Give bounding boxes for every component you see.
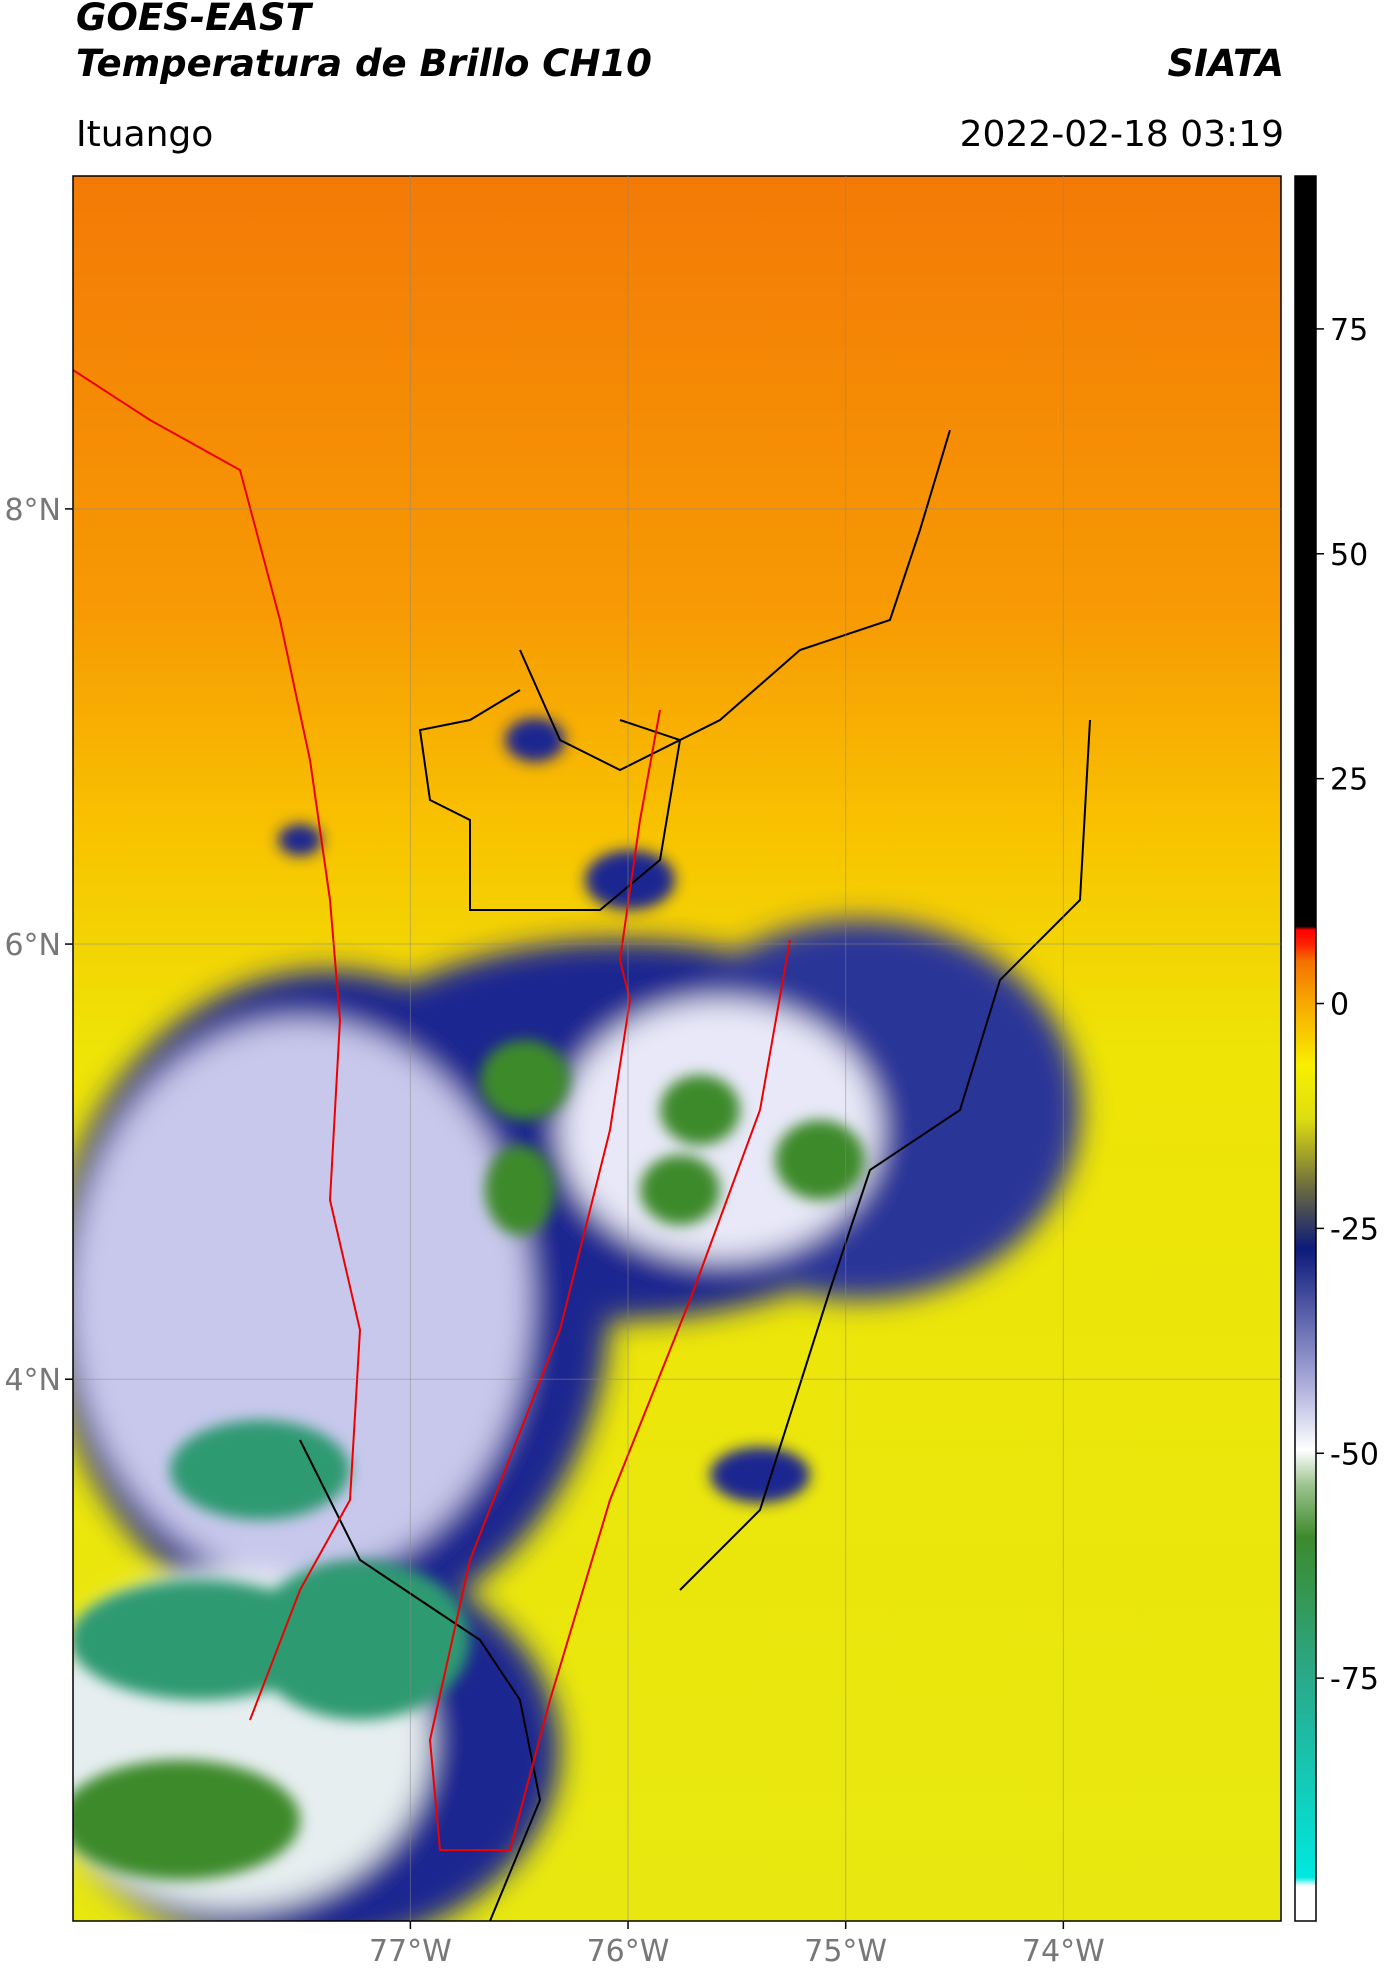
region: Ituango <box>76 114 214 155</box>
lon-tick-label: 74°W <box>1022 1934 1105 1969</box>
colorbar-tick-label: 50 <box>1330 538 1368 573</box>
satellite-image <box>73 176 1281 1921</box>
colorbar-tick-label: -75 <box>1330 1662 1379 1697</box>
lat-tick-label: 8°N <box>4 493 61 528</box>
lat-tick-label: 4°N <box>4 1363 61 1398</box>
timestamp: 2022-02-18 03:19 <box>959 114 1284 155</box>
lat-tick-label: 6°N <box>4 928 61 963</box>
colorbar-tick-label: -25 <box>1330 1212 1379 1247</box>
axes: 8°N 6°N 4°N 77°W 76°W 75°W 74°W 75 50 25 0 -25 -50 -7… <box>4 176 1379 1969</box>
lon-tick-label: 76°W <box>587 1934 670 1969</box>
colorbar <box>1294 175 1317 1922</box>
colorbar-tick-label: 0 <box>1330 988 1349 1023</box>
colorbar-tick-label: 75 <box>1330 313 1368 348</box>
lon-tick-label: 75°W <box>804 1934 887 1969</box>
map-frame <box>72 175 1282 1922</box>
source: SIATA <box>1167 42 1284 85</box>
borders <box>299 429 1091 1922</box>
lon-tick-label: 77°W <box>369 1934 452 1969</box>
title-line2: Temperatura de Brillo CH10 <box>76 42 652 85</box>
colorbar-tick-label: -50 <box>1330 1437 1379 1472</box>
colorbar-tick-label: 25 <box>1330 763 1368 798</box>
title-line1: GOES-EAST <box>76 0 311 39</box>
coastline <box>72 369 791 1851</box>
